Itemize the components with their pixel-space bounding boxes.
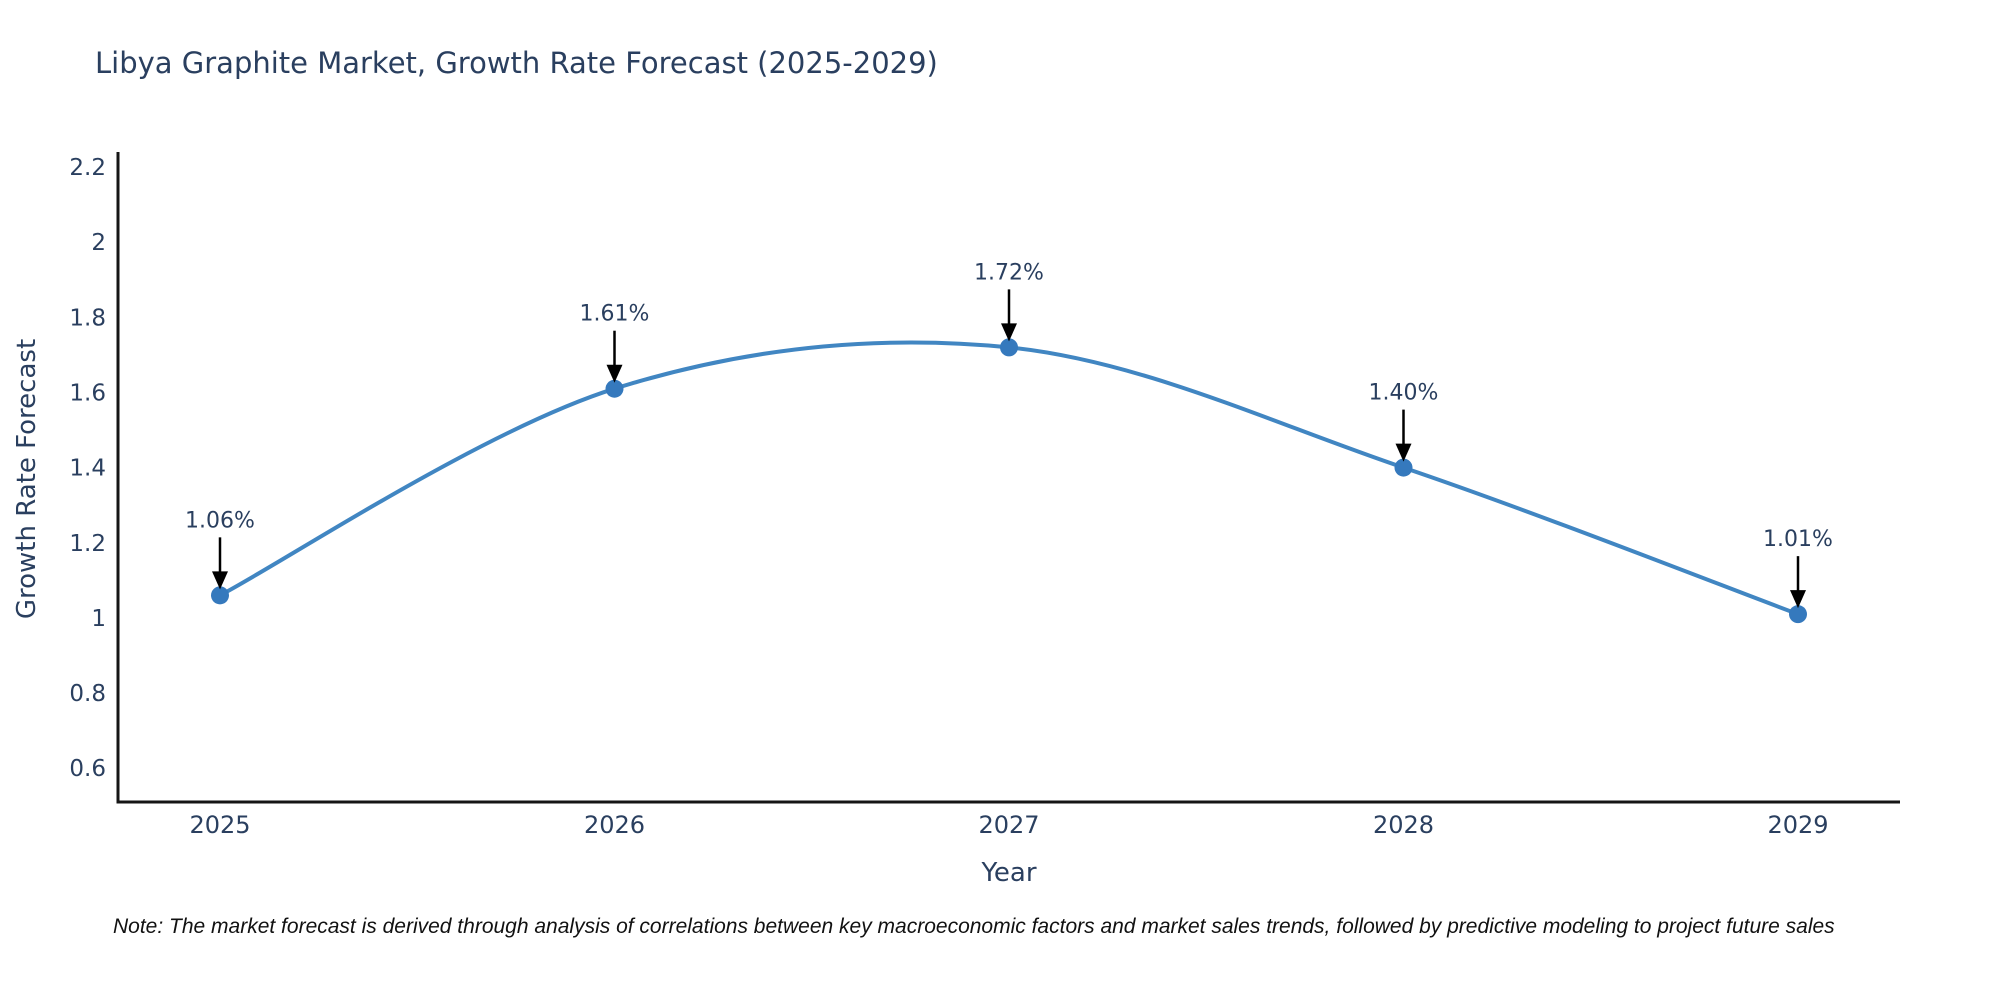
data-point-marker bbox=[1789, 605, 1807, 624]
data-point-label: 1.06% bbox=[185, 508, 255, 533]
data-point-marker bbox=[605, 379, 624, 398]
y-tick-label: 1.4 bbox=[69, 456, 106, 482]
y-tick-label: 0.8 bbox=[69, 681, 106, 707]
data-point-label: 1.61% bbox=[580, 302, 650, 327]
x-tick-label: 2027 bbox=[978, 811, 1039, 839]
data-point-label: 1.40% bbox=[1369, 381, 1439, 406]
x-tick-label: 2025 bbox=[189, 811, 250, 839]
x-axis-title: Year bbox=[981, 858, 1037, 888]
annotation-arrow-head bbox=[1790, 590, 1806, 609]
annotation-arrow-head bbox=[1001, 323, 1017, 342]
y-tick-label: 2.2 bbox=[69, 155, 106, 181]
chart-title: Libya Graphite Market, Growth Rate Forec… bbox=[95, 46, 938, 80]
x-tick-label: 2029 bbox=[1767, 811, 1828, 839]
y-tick-label: 1 bbox=[91, 606, 106, 632]
data-point-label: 1.72% bbox=[974, 260, 1044, 285]
data-point-label: 1.01% bbox=[1763, 527, 1833, 552]
data-point-marker bbox=[1394, 458, 1413, 477]
annotation-arrow-head bbox=[212, 571, 228, 590]
x-tick-label: 2028 bbox=[1373, 811, 1434, 839]
data-point-marker bbox=[1000, 338, 1018, 357]
y-tick-label: 2 bbox=[91, 230, 106, 256]
y-tick-label: 0.6 bbox=[69, 756, 106, 782]
y-tick-label: 1.6 bbox=[69, 380, 106, 406]
forecast-line bbox=[218, 340, 1800, 617]
footnote: Note: The market forecast is derived thr… bbox=[113, 915, 1835, 938]
x-tick-label: 2026 bbox=[584, 811, 645, 839]
data-point-marker bbox=[211, 586, 229, 605]
annotation-arrow-head bbox=[1395, 443, 1412, 462]
annotation-arrow-head bbox=[606, 364, 623, 383]
y-tick-label: 1.2 bbox=[69, 531, 106, 557]
y-tick-label: 1.8 bbox=[69, 305, 106, 331]
